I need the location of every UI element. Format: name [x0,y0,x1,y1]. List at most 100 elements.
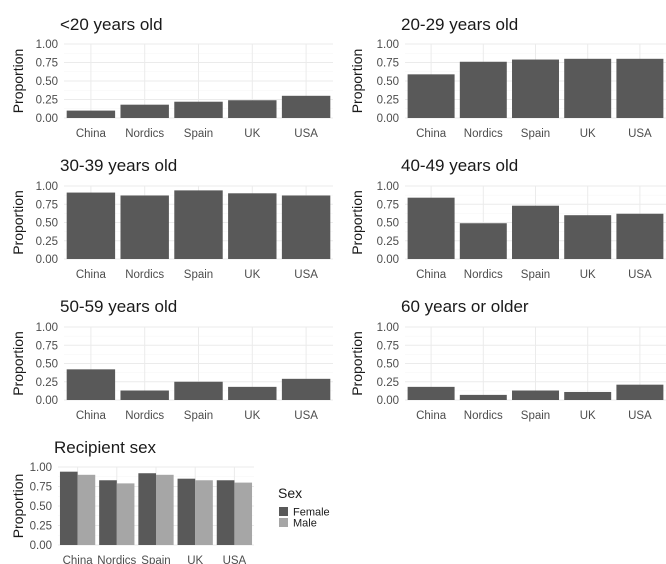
legend-key-male [279,518,288,527]
x-tick-label: China [416,410,447,422]
x-tick-label: China [63,555,94,564]
panel-title: <20 years old [60,15,163,34]
y-tick-label: 0.00 [36,113,58,125]
y-tick-label: 0.75 [377,199,399,211]
panel-title: 50-59 years old [60,297,177,316]
x-tick-label: Nordics [464,410,503,422]
x-tick-label: Spain [184,128,213,140]
x-tick-label: UK [244,410,260,422]
panel-4: 0.00 0.25 0.50 0.75 1.00 China Nordics Spain UK U… [349,156,666,281]
panel-title: 20-29 years old [401,15,518,34]
y-tick-label: 0.75 [30,482,52,494]
bar-uk [564,215,612,259]
y-tick-label: 0.00 [36,395,58,407]
x-tick-label: USA [294,269,318,281]
bar-spain [174,190,223,259]
x-tick-label: USA [294,410,318,422]
bar-spain [512,390,559,400]
bar-nordics [459,394,507,400]
x-tick-label: Nordics [125,269,164,281]
bar-nordics [120,104,169,118]
y-tick-label: 0.50 [30,501,52,513]
x-tick-label: China [76,410,107,422]
bar-female-nordics [99,480,117,545]
bar-male-china [77,474,96,545]
y-tick-label: 0.00 [377,254,399,266]
x-tick-label: UK [580,269,596,281]
x-tick-label: Nordics [464,128,503,140]
y-tick-label: 0.25 [36,95,58,107]
x-tick-label: Spain [184,410,213,422]
bar-female-uk [177,478,196,545]
legend-label-male: Male [293,518,317,530]
y-tick-label: 1.00 [36,181,58,193]
y-tick-label: 1.00 [30,462,52,474]
bar-china [407,197,455,259]
bar-china [407,386,455,400]
panel-title: 30-39 years old [60,156,177,175]
x-tick-label: China [76,269,107,281]
bar-usa [281,195,331,259]
panel-5: 0.00 0.25 0.50 0.75 1.00 China Nordics Spain UK U… [10,297,333,422]
bar-usa [281,95,331,118]
bar-china [66,369,116,400]
y-tick-label: 0.00 [30,540,52,552]
bar-male-nordics [116,483,135,545]
y-tick-label: 0.00 [36,254,58,266]
legend-title: Sex [278,485,302,501]
bar-uk [228,193,277,259]
bar-male-usa [234,482,253,545]
y-tick-label: 0.50 [36,218,58,230]
y-tick-label: 1.00 [377,39,399,51]
x-tick-label: Spain [521,410,550,422]
y-tick-label: 0.50 [377,218,399,230]
bar-spain [174,101,223,118]
bar-female-usa [216,480,235,545]
legend-key-female [279,507,288,516]
x-tick-label: Nordics [464,269,503,281]
y-tick-label: 0.25 [30,521,52,533]
x-tick-label: UK [580,410,596,422]
y-axis-label: Proportion [10,331,26,396]
bar-uk [228,100,277,118]
x-tick-label: Nordics [125,128,164,140]
bar-male-spain [156,474,174,545]
x-tick-label: UK [244,128,260,140]
bar-china [407,74,455,118]
y-tick-label: 0.25 [377,236,399,248]
bar-female-spain [138,473,156,545]
x-tick-label: UK [244,269,260,281]
y-tick-label: 1.00 [377,181,399,193]
panel-title: 60 years or older [401,297,529,316]
bar-spain [512,205,559,259]
y-tick-label: 1.00 [36,322,58,334]
bar-nordics [459,223,507,259]
y-tick-label: 1.00 [36,39,58,51]
x-tick-label: Nordics [97,555,136,564]
bar-nordics [120,390,169,400]
bar-uk [228,386,277,400]
bar-usa [616,213,664,259]
x-tick-label: USA [628,269,652,281]
bar-spain [174,381,223,400]
y-tick-label: 0.50 [36,359,58,371]
y-axis-label: Proportion [349,49,365,114]
x-tick-label: Spain [184,269,213,281]
x-tick-label: UK [580,128,596,140]
panel-7: 0.00 0.25 0.50 0.75 1.00 China Nordics Spain UK U… [10,438,330,564]
bar-nordics [459,61,507,118]
y-tick-label: 0.25 [36,377,58,389]
panel-6: 0.00 0.25 0.50 0.75 1.00 China Nordics Spain UK U… [349,297,666,422]
panel-2: 0.00 0.25 0.50 0.75 1.00 China Nordics Spain UK U… [349,15,666,140]
panel-1: 0.00 0.25 0.50 0.75 1.00 China Nordics Spain UK U… [10,15,333,140]
x-tick-label: USA [628,128,652,140]
x-tick-label: UK [187,555,203,564]
y-tick-label: 0.75 [377,340,399,352]
bar-usa [281,378,331,400]
y-tick-label: 0.50 [377,76,399,88]
x-tick-label: Spain [521,269,550,281]
panel-title: 40-49 years old [401,156,518,175]
y-tick-label: 1.00 [377,322,399,334]
panel-3: 0.00 0.25 0.50 0.75 1.00 China Nordics Spain UK U… [10,156,333,281]
panel-title: Recipient sex [54,438,157,457]
